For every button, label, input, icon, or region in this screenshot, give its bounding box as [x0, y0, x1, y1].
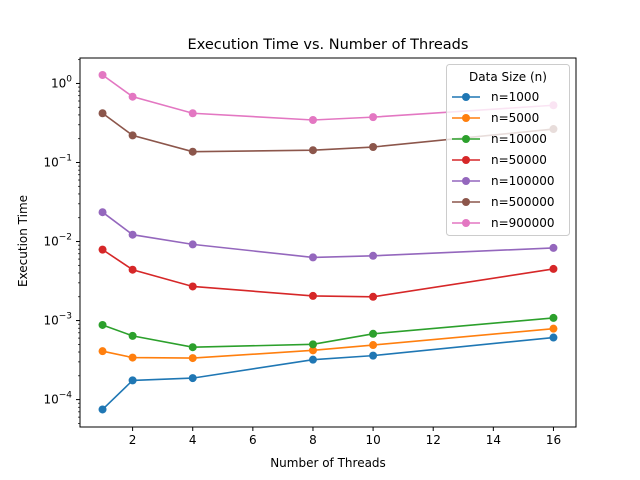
data-point — [188, 354, 197, 363]
y-tick-label: 100 — [51, 74, 72, 90]
data-point — [128, 353, 137, 362]
y-tick-base: 10 — [43, 314, 58, 328]
data-point — [98, 109, 107, 118]
data-point — [128, 131, 137, 140]
y-tick-base: 10 — [51, 76, 66, 90]
data-point — [128, 376, 137, 385]
data-point — [549, 243, 558, 252]
data-point — [549, 324, 558, 333]
data-point — [188, 374, 197, 383]
series-line — [102, 248, 554, 298]
data-point — [128, 265, 137, 274]
data-point — [308, 253, 317, 262]
series-line — [101, 336, 554, 411]
data-point — [369, 341, 378, 350]
legend-marker — [462, 135, 470, 143]
x-tick-label: 10 — [365, 433, 380, 447]
data-point — [369, 329, 378, 338]
data-point — [549, 313, 558, 322]
data-point — [128, 331, 137, 340]
y-tick-base: 10 — [43, 155, 58, 169]
legend-marker — [462, 219, 470, 227]
data-point — [188, 343, 197, 352]
legend-box — [446, 64, 570, 236]
series-line — [102, 74, 554, 121]
y-tick-exponent: 0 — [66, 74, 72, 84]
data-point — [188, 240, 197, 249]
x-axis-label: Number of Threads — [270, 456, 386, 470]
data-point — [98, 70, 107, 79]
data-point — [308, 340, 317, 349]
series-line — [102, 317, 554, 349]
y-axis-label: Execution Time — [16, 195, 30, 287]
data-point — [369, 113, 378, 122]
y-tick-label: 10−1 — [43, 153, 72, 169]
legend: Data Size (n) n=1000 n=5000 n=10000 n=50000… — [446, 64, 570, 236]
series-line — [102, 112, 554, 153]
series-line — [102, 211, 554, 259]
y-tick-label: 10−4 — [43, 391, 72, 407]
data-point — [98, 245, 107, 254]
legend-marker — [462, 177, 470, 185]
data-point — [369, 351, 378, 360]
legend-entry-label: n=50000 — [491, 153, 547, 167]
legend-marker — [462, 198, 470, 206]
y-tick-exponent: −2 — [59, 233, 72, 243]
y-tick-base: 10 — [43, 235, 58, 249]
y-tick-label: 10−2 — [43, 233, 72, 249]
data-point — [188, 282, 197, 291]
y-tick-exponent: −3 — [59, 312, 72, 322]
series-line — [102, 327, 554, 359]
data-point — [549, 333, 558, 342]
data-point — [308, 291, 317, 300]
data-point — [369, 251, 378, 260]
x-tick-label: 12 — [426, 433, 441, 447]
data-point — [308, 146, 317, 155]
data-point — [188, 147, 197, 156]
data-point — [308, 115, 317, 124]
y-tick-exponent: −1 — [59, 153, 72, 163]
legend-entry-label: n=500000 — [491, 195, 554, 209]
data-point — [98, 347, 107, 356]
data-point — [308, 346, 317, 355]
legend-entry-label: n=1000 — [491, 90, 539, 104]
data-point — [369, 143, 378, 152]
legend-title: Data Size (n) — [469, 70, 547, 84]
x-tick-label: 8 — [309, 433, 317, 447]
data-point — [98, 320, 107, 329]
data-point — [308, 355, 317, 364]
legend-entry-label: n=900000 — [491, 216, 554, 230]
data-point — [98, 405, 107, 414]
y-tick-base: 10 — [43, 393, 58, 407]
legend-entry-label: n=5000 — [491, 111, 539, 125]
y-tick-label: 10−3 — [43, 312, 72, 328]
axes-frame — [79, 57, 577, 428]
plot-area — [98, 70, 558, 414]
data-point — [188, 109, 197, 118]
data-point — [549, 264, 558, 273]
x-tick-label: 2 — [129, 433, 137, 447]
y-tick-exponent: −4 — [59, 391, 73, 401]
data-point — [128, 92, 137, 101]
legend-marker — [462, 156, 470, 164]
legend-marker — [462, 114, 470, 122]
x-tick-label: 16 — [546, 433, 561, 447]
legend-entry-label: n=10000 — [491, 132, 547, 146]
legend-entry-label: n=100000 — [491, 174, 554, 188]
chart-title: Execution Time vs. Number of Threads — [188, 37, 469, 53]
x-tick-label: 4 — [189, 433, 197, 447]
legend-marker — [462, 93, 470, 101]
x-tick-label: 6 — [249, 433, 257, 447]
data-point — [128, 230, 137, 239]
x-axis: 2 4 6 8 10 12 14 16 — [129, 427, 561, 447]
data-point — [98, 208, 107, 217]
data-point — [369, 292, 378, 301]
x-tick-label: 14 — [486, 433, 501, 447]
